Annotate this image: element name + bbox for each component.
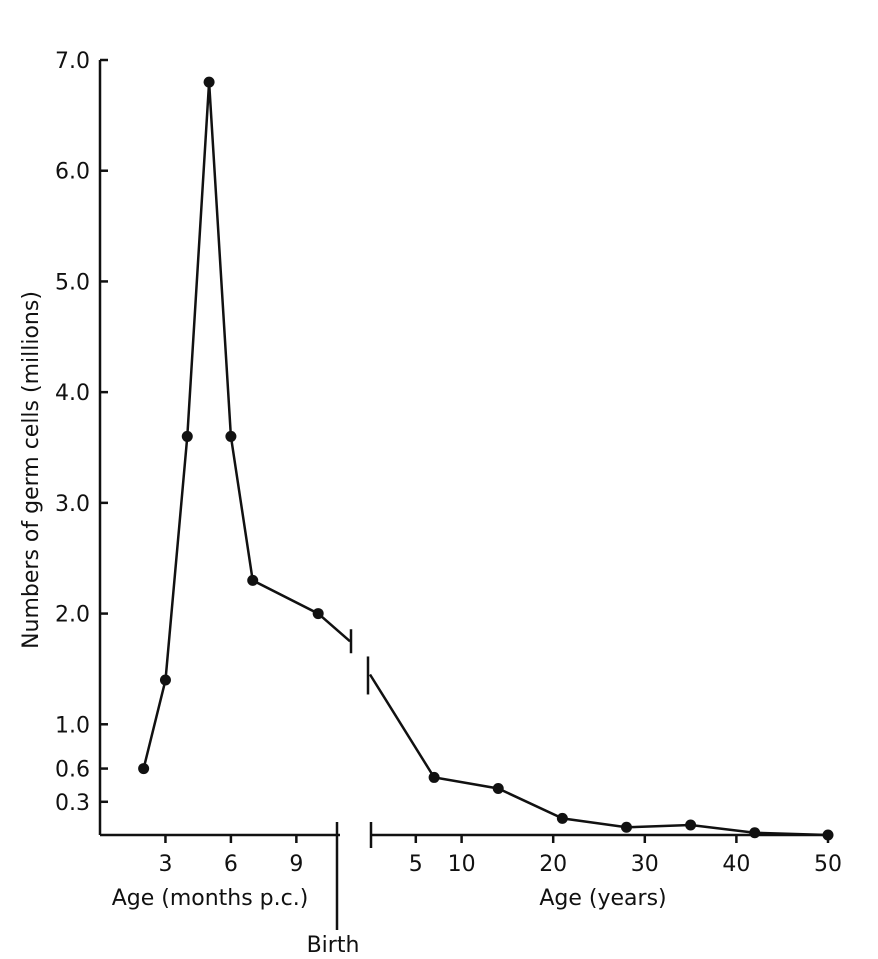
y-tick-label: 0.3 xyxy=(55,791,90,816)
x-tick-label: 30 xyxy=(631,852,659,877)
plot-area xyxy=(138,76,834,841)
x-tick-label: 40 xyxy=(722,852,750,877)
y-tick-label: 7.0 xyxy=(55,49,90,74)
x-tick-label: 9 xyxy=(289,852,303,877)
x-tick-label: 50 xyxy=(814,852,842,877)
x-axis-title-months: Age (months p.c.) xyxy=(112,886,309,911)
data-point-0-4 xyxy=(225,430,237,442)
data-point-0-2 xyxy=(181,430,193,442)
data-point-1-4 xyxy=(685,819,697,831)
data-point-1-2 xyxy=(556,812,568,824)
y-tick-label: 2.0 xyxy=(55,603,90,628)
data-point-0-6 xyxy=(312,608,324,620)
series-line-1 xyxy=(368,673,829,837)
x-ticks: 3 6 9 5 10 20 30 40 50 xyxy=(158,835,842,877)
series-line-0 xyxy=(142,82,351,769)
x-tick-label: 6 xyxy=(224,852,238,877)
y-axis: 0.3 0.6 1.0 2.0 3.0 4.0 5.0 6.0 7.0 Numbers of g… xyxy=(19,49,108,835)
y-tick-label: 1.0 xyxy=(55,713,90,738)
x-axis-title-years: Age (years) xyxy=(539,886,666,911)
data-point-1-5 xyxy=(749,827,761,839)
data-point-1-0 xyxy=(428,771,440,783)
x-tick-label: 5 xyxy=(409,852,423,877)
y-tick-label: 5.0 xyxy=(55,270,90,295)
data-point-1-3 xyxy=(620,821,632,833)
y-tick-label: 3.0 xyxy=(55,492,90,517)
y-tick-label: 0.6 xyxy=(55,758,90,783)
data-point-0-0 xyxy=(138,763,150,775)
y-ticks: 0.3 0.6 1.0 2.0 3.0 4.0 5.0 6.0 7.0 xyxy=(55,49,108,816)
y-tick-label: 4.0 xyxy=(55,381,90,406)
data-point-0-3 xyxy=(203,76,215,88)
x-axis: Birth 3 6 9 5 10 20 30 40 50 Age (months p.c.) A… xyxy=(100,822,842,958)
data-point-0-1 xyxy=(159,674,171,686)
x-tick-label: 3 xyxy=(158,852,172,877)
y-tick-label: 6.0 xyxy=(55,160,90,185)
x-tick-label: 10 xyxy=(448,852,476,877)
data-point-1-6 xyxy=(822,829,834,841)
birth-label: Birth xyxy=(307,933,360,958)
data-point-0-5 xyxy=(247,574,259,586)
data-point-1-1 xyxy=(492,783,504,794)
x-tick-label: 20 xyxy=(539,852,567,877)
y-axis-title: Numbers of germ cells (millions) xyxy=(19,291,44,649)
